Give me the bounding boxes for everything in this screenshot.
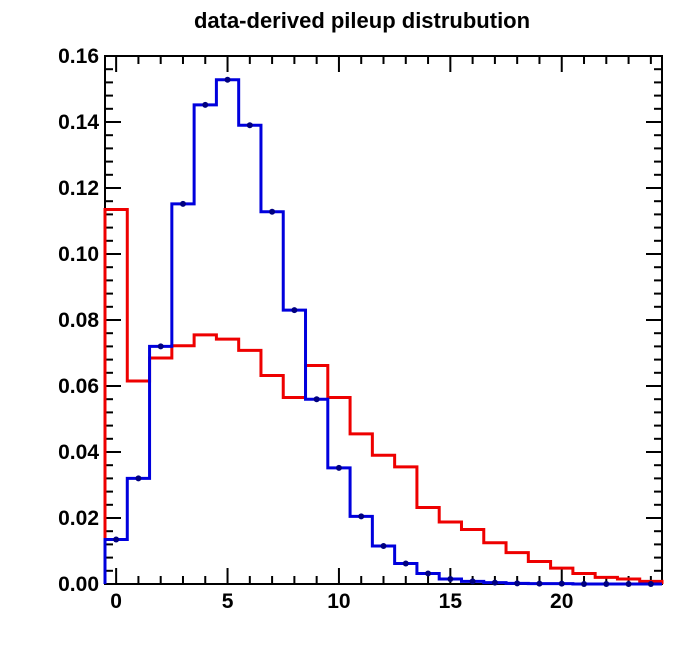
histogram-point xyxy=(291,307,298,314)
x-tick-label: 20 xyxy=(550,590,573,613)
histogram-point xyxy=(269,208,276,215)
histogram-point xyxy=(358,513,365,520)
histogram-point xyxy=(246,122,253,129)
histogram-step-line xyxy=(103,78,662,586)
histogram-point xyxy=(647,581,654,587)
x-tick-label: 10 xyxy=(327,590,350,613)
histogram-point xyxy=(447,576,454,583)
plot-frame-border xyxy=(104,55,663,585)
histogram-point xyxy=(380,543,387,550)
histogram-point xyxy=(224,76,231,83)
histogram-point xyxy=(558,580,565,587)
y-tick-label: 0.10 xyxy=(58,243,99,266)
histogram-point xyxy=(313,396,320,403)
x-tick-label: 0 xyxy=(110,590,122,613)
histogram-point xyxy=(335,464,342,471)
x-tick-label: 15 xyxy=(439,590,463,613)
histogram-point xyxy=(581,581,588,587)
y-tick-label: 0.12 xyxy=(58,177,99,200)
histogram-point xyxy=(113,536,120,543)
histogram-point xyxy=(202,101,209,108)
histogram-point xyxy=(469,578,476,585)
plot-frame xyxy=(104,55,663,585)
histogram-point xyxy=(491,579,498,586)
histogram-point xyxy=(514,580,521,587)
chart-title: data-derived pileup distrubution xyxy=(194,8,530,33)
tick-labels: 0 5 10 15 20 0.00 0.02 0.04 0.06 0.08 0.10 0.12 0.14… xyxy=(58,45,573,613)
plot-series xyxy=(103,76,664,587)
y-tick-label: 0.04 xyxy=(58,441,99,464)
y-tick-label: 0.08 xyxy=(58,309,99,332)
histogram-point xyxy=(135,475,142,482)
axis-ticks xyxy=(105,55,662,585)
y-tick-label: 0.00 xyxy=(58,573,99,596)
histogram-point xyxy=(625,581,632,587)
histogram-point xyxy=(157,343,164,350)
x-tick-label: 5 xyxy=(222,590,234,613)
histogram-point xyxy=(179,200,186,207)
y-tick-label: 0.02 xyxy=(58,507,99,530)
histogram-point xyxy=(603,581,610,587)
histogram-point xyxy=(402,560,409,567)
y-tick-label: 0.06 xyxy=(58,375,99,398)
histogram-step-line xyxy=(103,207,664,584)
y-tick-label: 0.14 xyxy=(58,111,99,134)
histogram-point xyxy=(425,570,432,577)
histogram-point xyxy=(536,580,543,587)
y-tick-label: 0.16 xyxy=(58,45,99,68)
